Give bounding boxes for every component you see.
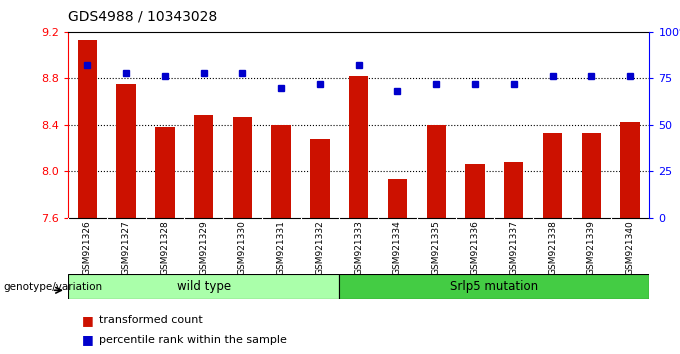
Text: GSM921336: GSM921336 [471, 221, 479, 275]
Bar [68, 274, 339, 299]
Text: GSM921331: GSM921331 [277, 221, 286, 275]
Bar [194, 115, 214, 218]
Text: GSM921337: GSM921337 [509, 221, 518, 275]
Text: GSM921328: GSM921328 [160, 221, 169, 275]
Text: GSM921334: GSM921334 [393, 221, 402, 275]
Text: ■: ■ [82, 314, 93, 327]
Bar [271, 125, 291, 218]
Text: Srlp5 mutation: Srlp5 mutation [450, 280, 539, 293]
Text: GSM921332: GSM921332 [316, 221, 324, 275]
Bar [465, 164, 485, 218]
Text: GDS4988 / 10343028: GDS4988 / 10343028 [68, 9, 217, 23]
Text: GSM921327: GSM921327 [122, 221, 131, 275]
Text: GSM921340: GSM921340 [626, 221, 634, 275]
Text: GSM921339: GSM921339 [587, 221, 596, 275]
Bar [388, 179, 407, 218]
Bar [620, 122, 640, 218]
Bar [233, 117, 252, 218]
Bar [581, 133, 601, 218]
Text: wild type: wild type [177, 280, 231, 293]
Bar [543, 133, 562, 218]
Text: GSM921335: GSM921335 [432, 221, 441, 275]
Text: GSM921326: GSM921326 [83, 221, 92, 275]
Bar [155, 127, 175, 218]
Bar [349, 76, 369, 218]
Text: GSM921338: GSM921338 [548, 221, 557, 275]
Bar [426, 125, 446, 218]
Bar [504, 162, 524, 218]
Bar [78, 40, 97, 218]
Bar [310, 139, 330, 218]
Text: GSM921333: GSM921333 [354, 221, 363, 275]
Text: ■: ■ [82, 333, 93, 346]
Bar [116, 84, 136, 218]
Text: genotype/variation: genotype/variation [3, 282, 103, 292]
Text: transformed count: transformed count [99, 315, 203, 325]
Text: percentile rank within the sample: percentile rank within the sample [99, 335, 286, 345]
Bar [339, 274, 649, 299]
Text: GSM921330: GSM921330 [238, 221, 247, 275]
Text: GSM921329: GSM921329 [199, 221, 208, 275]
